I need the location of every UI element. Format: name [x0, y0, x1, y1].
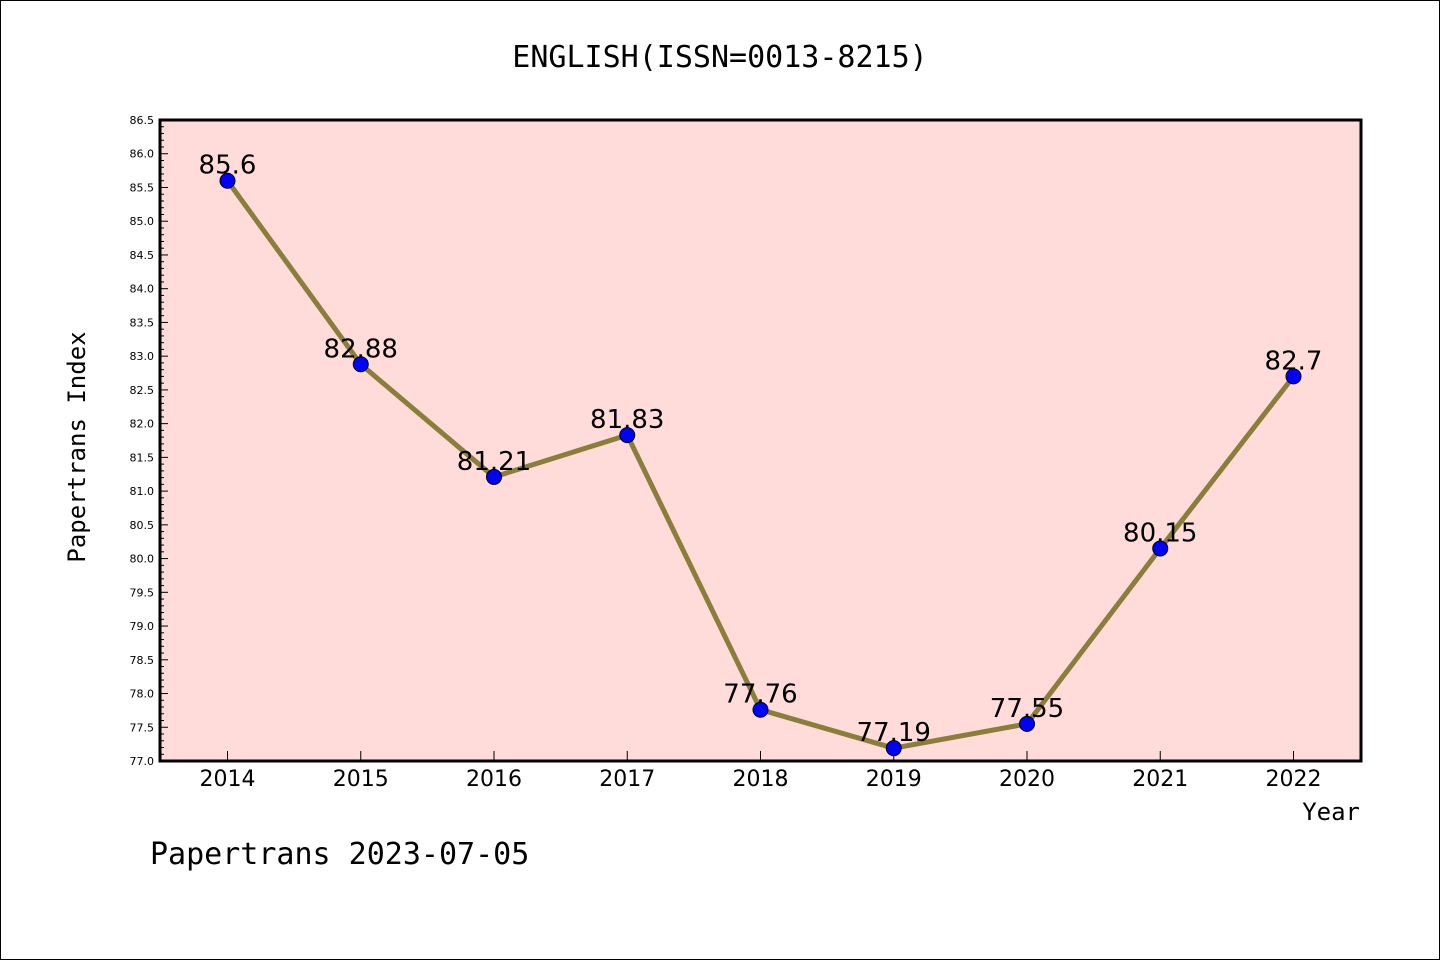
data-point [1152, 540, 1169, 557]
y-tick-label: 80.0 [130, 553, 155, 566]
data-label: 81.21 [457, 447, 531, 477]
series-markers [219, 172, 1302, 757]
y-axis-label: Papertrans Index [63, 331, 91, 562]
data-label: 82.7 [1265, 346, 1323, 376]
y-tick-label: 86.0 [130, 148, 155, 161]
y-tick-label: 84.0 [130, 283, 155, 296]
data-point [486, 468, 502, 485]
x-tick-label: 2016 [466, 767, 522, 792]
x-tick-label: 2022 [1266, 767, 1322, 792]
x-tick-label: 2017 [599, 767, 655, 792]
x-axis: 2014 2015 2016 2017 2018 2019 2020 2021 2022 [200, 751, 1322, 792]
y-tick-label: 80.5 [130, 519, 155, 532]
data-label: 77.55 [990, 694, 1064, 724]
y-tick-label: 81.0 [130, 485, 155, 498]
y-tick-label: 84.5 [130, 249, 155, 262]
x-tick-label: 2018 [733, 767, 789, 792]
data-point [1285, 368, 1302, 385]
data-label: 77.19 [857, 718, 931, 748]
data-labels: 85.6 82.88 81.21 81.83 77.76 77.19 77.55 80.15 8… [199, 151, 1323, 748]
x-tick-label: 2014 [200, 767, 256, 792]
data-point [352, 356, 369, 373]
plot-area [158, 118, 1363, 763]
y-axis: 77.0 77.5 78.0 78.5 79.0 79.5 80.0 80.5 81.0 81.5… [130, 114, 168, 768]
y-tick-label: 83.5 [130, 316, 155, 329]
y-tick-label: 79.0 [130, 620, 155, 633]
x-tick-label: 2019 [866, 767, 922, 792]
data-label: 85.6 [199, 151, 257, 181]
y-tick-label: 78.5 [130, 654, 155, 667]
y-tick-label: 86.5 [130, 114, 155, 127]
y-tick-label: 78.0 [130, 688, 155, 701]
x-tick-label: 2015 [333, 767, 389, 792]
y-tick-label: 85.0 [130, 215, 155, 228]
y-tick-label: 81.5 [130, 451, 155, 464]
data-point [219, 172, 236, 189]
data-point [1019, 715, 1035, 732]
chart-title: ENGLISH(ISSN=0013-8215) [512, 40, 927, 75]
y-tick-label: 77.5 [130, 721, 155, 734]
data-label: 80.15 [1123, 518, 1197, 548]
data-label: 82.88 [324, 334, 398, 364]
x-tick-label: 2020 [999, 767, 1055, 792]
y-tick-label: 85.5 [130, 181, 155, 194]
x-tick-label: 2021 [1132, 767, 1188, 792]
y-tick-label: 82.0 [130, 418, 155, 431]
data-point [885, 740, 902, 757]
footer-text: Papertrans 2023-07-05 [150, 837, 529, 872]
y-tick-label: 83.0 [130, 350, 155, 363]
y-tick-label: 79.5 [130, 586, 155, 599]
data-label: 81.83 [590, 405, 664, 435]
data-point [752, 701, 769, 718]
y-tick-label: 82.5 [130, 384, 155, 397]
x-axis-label: Year [1302, 798, 1360, 826]
data-label: 77.76 [723, 680, 797, 710]
y-tick-label: 77.0 [130, 755, 155, 768]
data-point [619, 427, 636, 444]
